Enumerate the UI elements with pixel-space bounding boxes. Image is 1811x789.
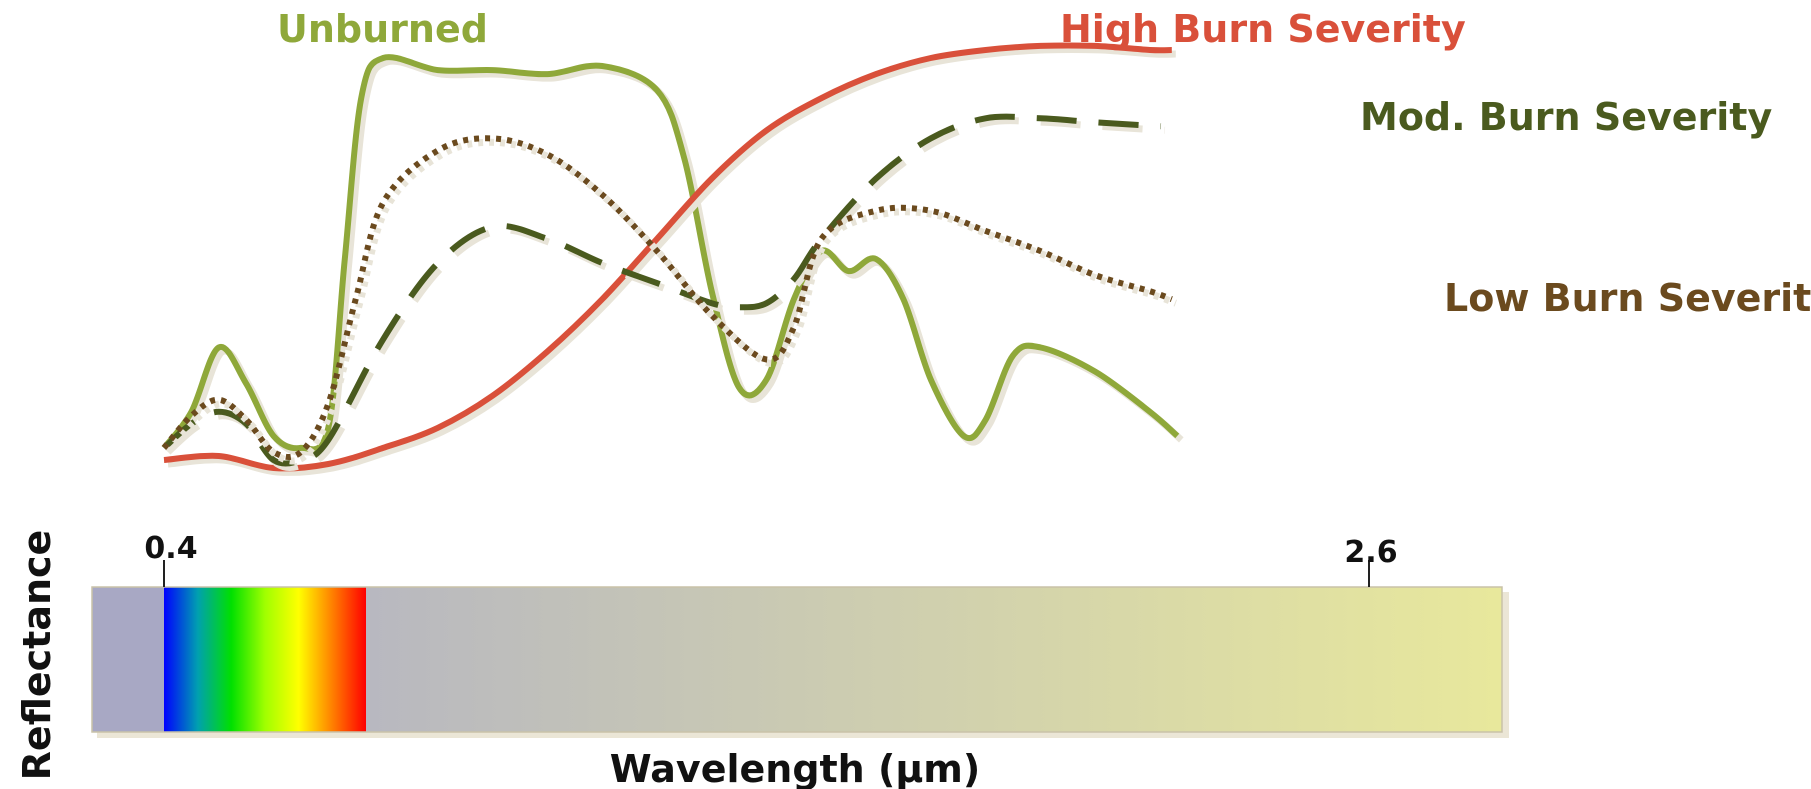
plot-lines	[164, 45, 1181, 472]
series-shadow-low-burn-severity	[168, 142, 1176, 461]
series-label-high-burn-severity: High Burn Severity	[1060, 7, 1466, 51]
series-line-unburned	[164, 57, 1177, 449]
series-label-low-burn-severity: Low Burn Severity	[1444, 276, 1811, 320]
x-axis-label: Wavelength (µm)	[610, 747, 981, 789]
x-tick-label-1: 2.6	[1344, 535, 1397, 570]
series-line-low-burn-severity	[164, 138, 1172, 457]
spectrum-bar	[92, 587, 1509, 738]
series-label-unburned: Unburned	[277, 7, 488, 51]
spectrum-ultraviolet	[92, 587, 164, 732]
series-label-mod-burn-severity: Mod. Burn Severity	[1360, 95, 1772, 139]
x-tick-label-0: 0.4	[144, 531, 197, 566]
y-axis-label: Reflectance	[15, 530, 59, 781]
series-shadow-mod-burn-severity	[168, 121, 1165, 468]
spectrum-visible	[164, 587, 366, 732]
spectrum-infrared	[366, 587, 1502, 732]
